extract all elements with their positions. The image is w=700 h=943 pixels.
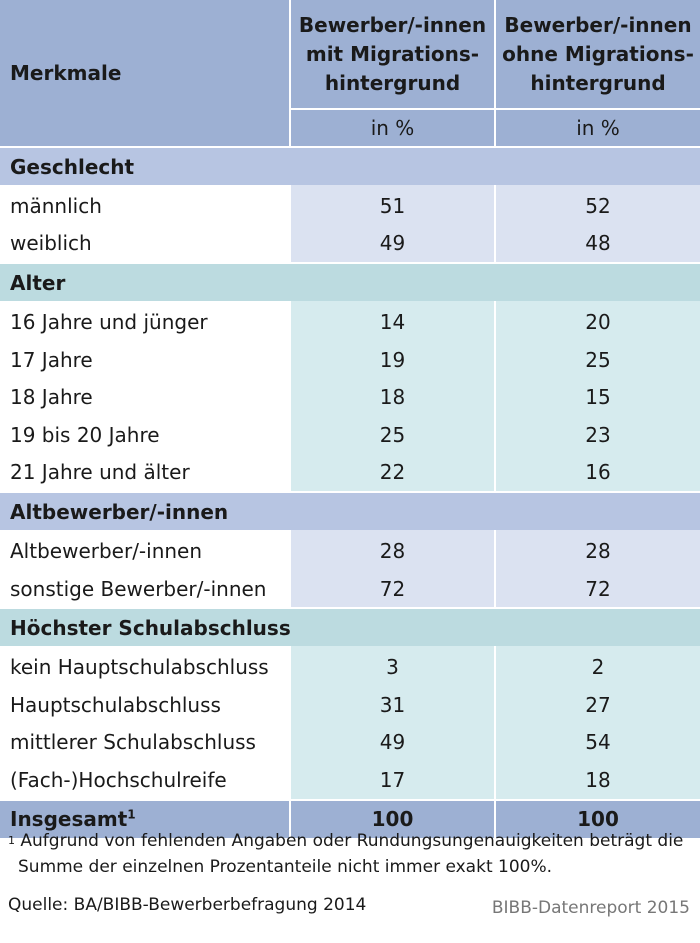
value-with-migration: 49 — [289, 224, 495, 264]
value-without-migration: 20 — [494, 301, 700, 341]
total-with-migration: 100 — [289, 798, 495, 838]
value-with-migration: 25 — [289, 415, 495, 454]
table-row: 19 bis 20 Jahre 25 23 — [0, 415, 700, 454]
table-row: (Fach-)Hochschulreife 17 18 — [0, 761, 700, 800]
value-without-migration: 28 — [494, 530, 700, 570]
footnote-line2: Summe der einzelnen Prozentanteile nicht… — [18, 857, 553, 877]
row-label: mittlerer Schulabschluss — [0, 723, 290, 762]
table-row: kein Hauptschulabschluss 3 2 — [0, 646, 700, 686]
col2-line2: ohne Migrations- — [502, 41, 694, 66]
table-row: 21 Jahre und älter 22 16 — [0, 453, 700, 493]
section-title: Altbewerber/-innen — [0, 491, 700, 531]
section-header: Höchster Schulabschluss — [0, 607, 700, 647]
value-with-migration: 72 — [289, 569, 495, 609]
row-label: 16 Jahre und jünger — [0, 301, 290, 341]
total-row: Insgesamt1 100 100 — [0, 798, 700, 838]
value-without-migration: 18 — [494, 761, 700, 800]
value-with-migration: 18 — [289, 378, 495, 416]
value-without-migration: 25 — [494, 340, 700, 379]
value-without-migration: 52 — [494, 185, 700, 225]
value-with-migration: 51 — [289, 185, 495, 225]
section-header: Alter — [0, 262, 700, 302]
table-row: Hauptschulabschluss 31 27 — [0, 685, 700, 724]
value-without-migration: 2 — [494, 646, 700, 686]
row-label: 19 bis 20 Jahre — [0, 415, 290, 454]
value-without-migration: 15 — [494, 378, 700, 416]
value-with-migration: 19 — [289, 340, 495, 379]
total-label-text: Insgesamt — [10, 807, 128, 832]
value-with-migration: 28 — [289, 530, 495, 570]
column-header-with-migration: Bewerber/-innen mit Migrations- hintergr… — [289, 0, 495, 109]
total-without-migration: 100 — [494, 798, 700, 838]
publisher-label: BIBB-Datenreport 2015 — [491, 898, 690, 918]
col1-line1: Bewerber/-innen — [298, 12, 487, 37]
footnote: 1 Aufgrund von fehlenden Angaben oder Ru… — [8, 828, 688, 880]
footnote-mark: 1 — [8, 834, 15, 847]
header-row: Merkmale Bewerber/-innen mit Migrations-… — [0, 0, 700, 147]
value-with-migration: 3 — [289, 646, 495, 686]
total-label: Insgesamt1 — [0, 798, 290, 838]
col2-line1: Bewerber/-innen — [504, 12, 692, 37]
row-label: 18 Jahre — [0, 378, 290, 416]
unit-row: in % in % — [0, 108, 700, 147]
data-table: Merkmale Bewerber/-innen mit Migrations-… — [0, 0, 700, 838]
table-row: sonstige Bewerber/-innen 72 72 — [0, 569, 700, 609]
row-label: 21 Jahre und älter — [0, 453, 290, 493]
table-row: 17 Jahre 19 25 — [0, 340, 700, 379]
section-header: Altbewerber/-innen — [0, 491, 700, 531]
row-label: kein Hauptschulabschluss — [0, 646, 290, 686]
row-label: Altbewerber/-innen — [0, 530, 290, 570]
section-title: Höchster Schulabschluss — [0, 607, 700, 647]
column-header-without-migration: Bewerber/-innen ohne Migrations- hinterg… — [494, 0, 700, 109]
table-row: 16 Jahre und jünger 14 20 — [0, 301, 700, 341]
table-row: Altbewerber/-innen 28 28 — [0, 530, 700, 570]
col1-line2: mit Migrations- — [305, 41, 480, 66]
unit-col2: in % — [494, 108, 700, 147]
value-without-migration: 16 — [494, 453, 700, 493]
value-with-migration: 17 — [289, 761, 495, 800]
value-without-migration: 72 — [494, 569, 700, 609]
section-title: Geschlecht — [0, 146, 700, 185]
value-without-migration: 54 — [494, 723, 700, 762]
footnote-line1: Aufgrund von fehlenden Angaben oder Rund… — [20, 831, 684, 851]
value-with-migration: 22 — [289, 453, 495, 493]
total-footnote-mark: 1 — [127, 807, 136, 822]
row-label: 17 Jahre — [0, 340, 290, 379]
col2-line3: hintergrund — [530, 70, 666, 95]
section-header: Geschlecht — [0, 146, 700, 185]
col1-line3: hintergrund — [324, 70, 461, 95]
value-with-migration: 31 — [289, 685, 495, 724]
value-without-migration: 27 — [494, 685, 700, 724]
unit-col1: in % — [289, 108, 495, 147]
section-title: Alter — [0, 262, 700, 302]
table-row: mittlerer Schulabschluss 49 54 — [0, 723, 700, 762]
source-note: Quelle: BA/BIBB-Bewerberbefragung 2014 — [8, 895, 367, 915]
table-row: 18 Jahre 18 15 — [0, 378, 700, 416]
row-label: (Fach-)Hochschulreife — [0, 761, 290, 800]
value-with-migration: 14 — [289, 301, 495, 341]
table-row: weiblich 49 48 — [0, 224, 700, 264]
row-label: weiblich — [0, 224, 290, 264]
row-label: männlich — [0, 185, 290, 225]
table-row: männlich 51 52 — [0, 185, 700, 225]
row-label: Hauptschulabschluss — [0, 685, 290, 724]
row-label: sonstige Bewerber/-innen — [0, 569, 290, 609]
value-without-migration: 23 — [494, 415, 700, 454]
value-with-migration: 49 — [289, 723, 495, 762]
value-without-migration: 48 — [494, 224, 700, 264]
row-label-header: Merkmale — [0, 0, 290, 147]
